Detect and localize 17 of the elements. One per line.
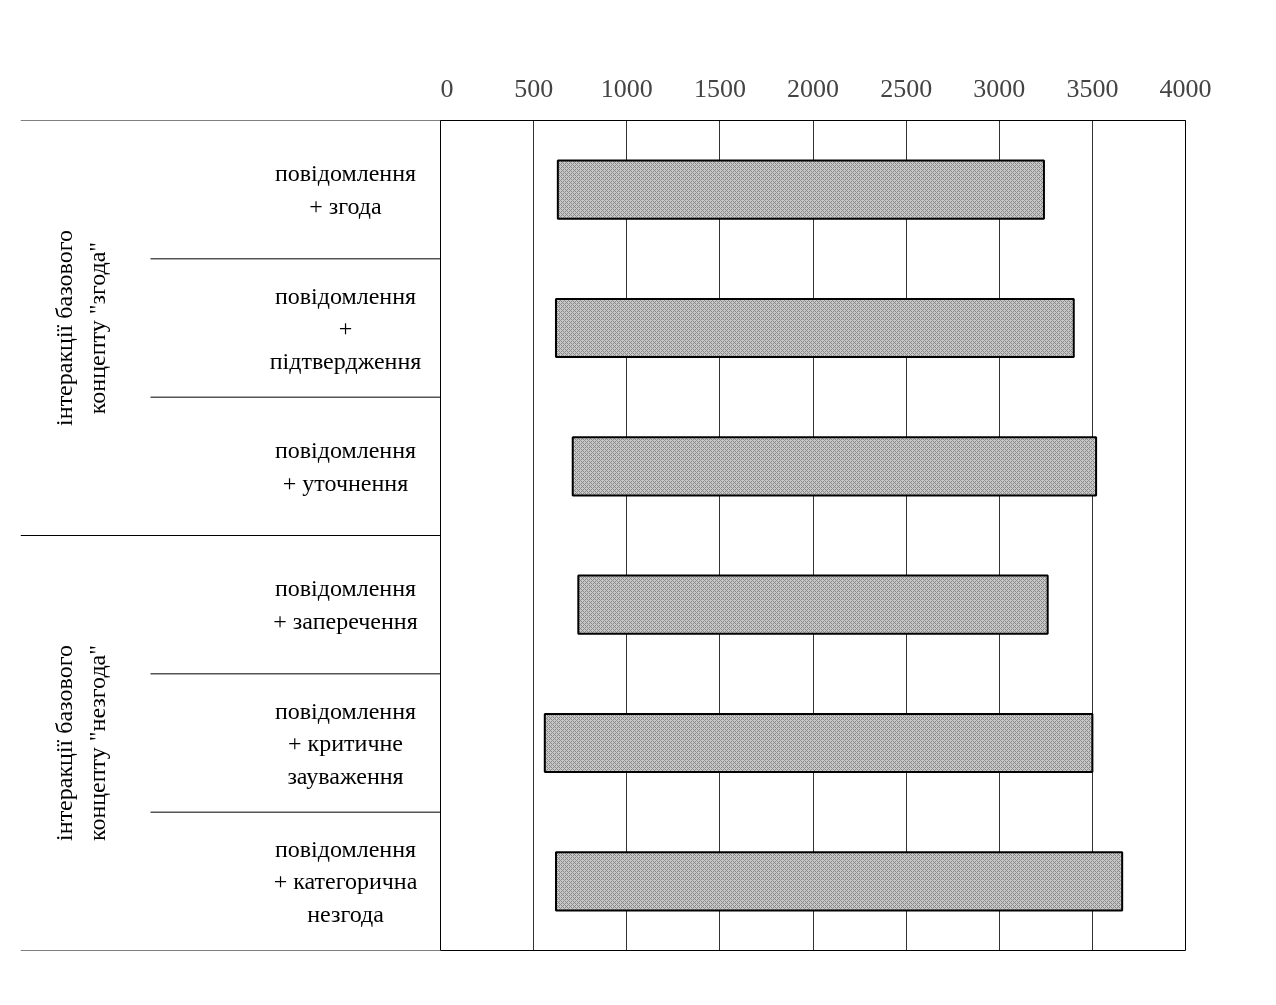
x-tick-label: 500: [514, 73, 554, 103]
x-tick-label: 2500: [880, 73, 933, 103]
x-tick-label: 1000: [600, 73, 653, 103]
x-tick-label: 0: [440, 73, 454, 103]
y-tick-label: повідомлення + критичне зауваження: [274, 697, 417, 789]
x-tick-label: 3000: [973, 73, 1026, 103]
x-tick-label: 3500: [1066, 73, 1119, 103]
y-tick-label: повідомлення + заперечення: [273, 575, 418, 634]
y-tick-label: повідомлення + категорична незгода: [273, 835, 418, 927]
x-tick-label: 4000: [1159, 73, 1212, 103]
x-tick-label: 1500: [693, 73, 746, 103]
text: інтеракції базового концепту "згода": [51, 230, 110, 426]
x-tick-label: 2000: [787, 73, 839, 103]
y-tick-label: повідомлення + згода: [274, 160, 417, 219]
y-tick-label: повідомлення + підтвердження: [269, 282, 422, 374]
text: інтеракції базового концепту "незгода": [51, 644, 110, 842]
y-tick-label: повідомлення + уточнення: [274, 437, 417, 496]
